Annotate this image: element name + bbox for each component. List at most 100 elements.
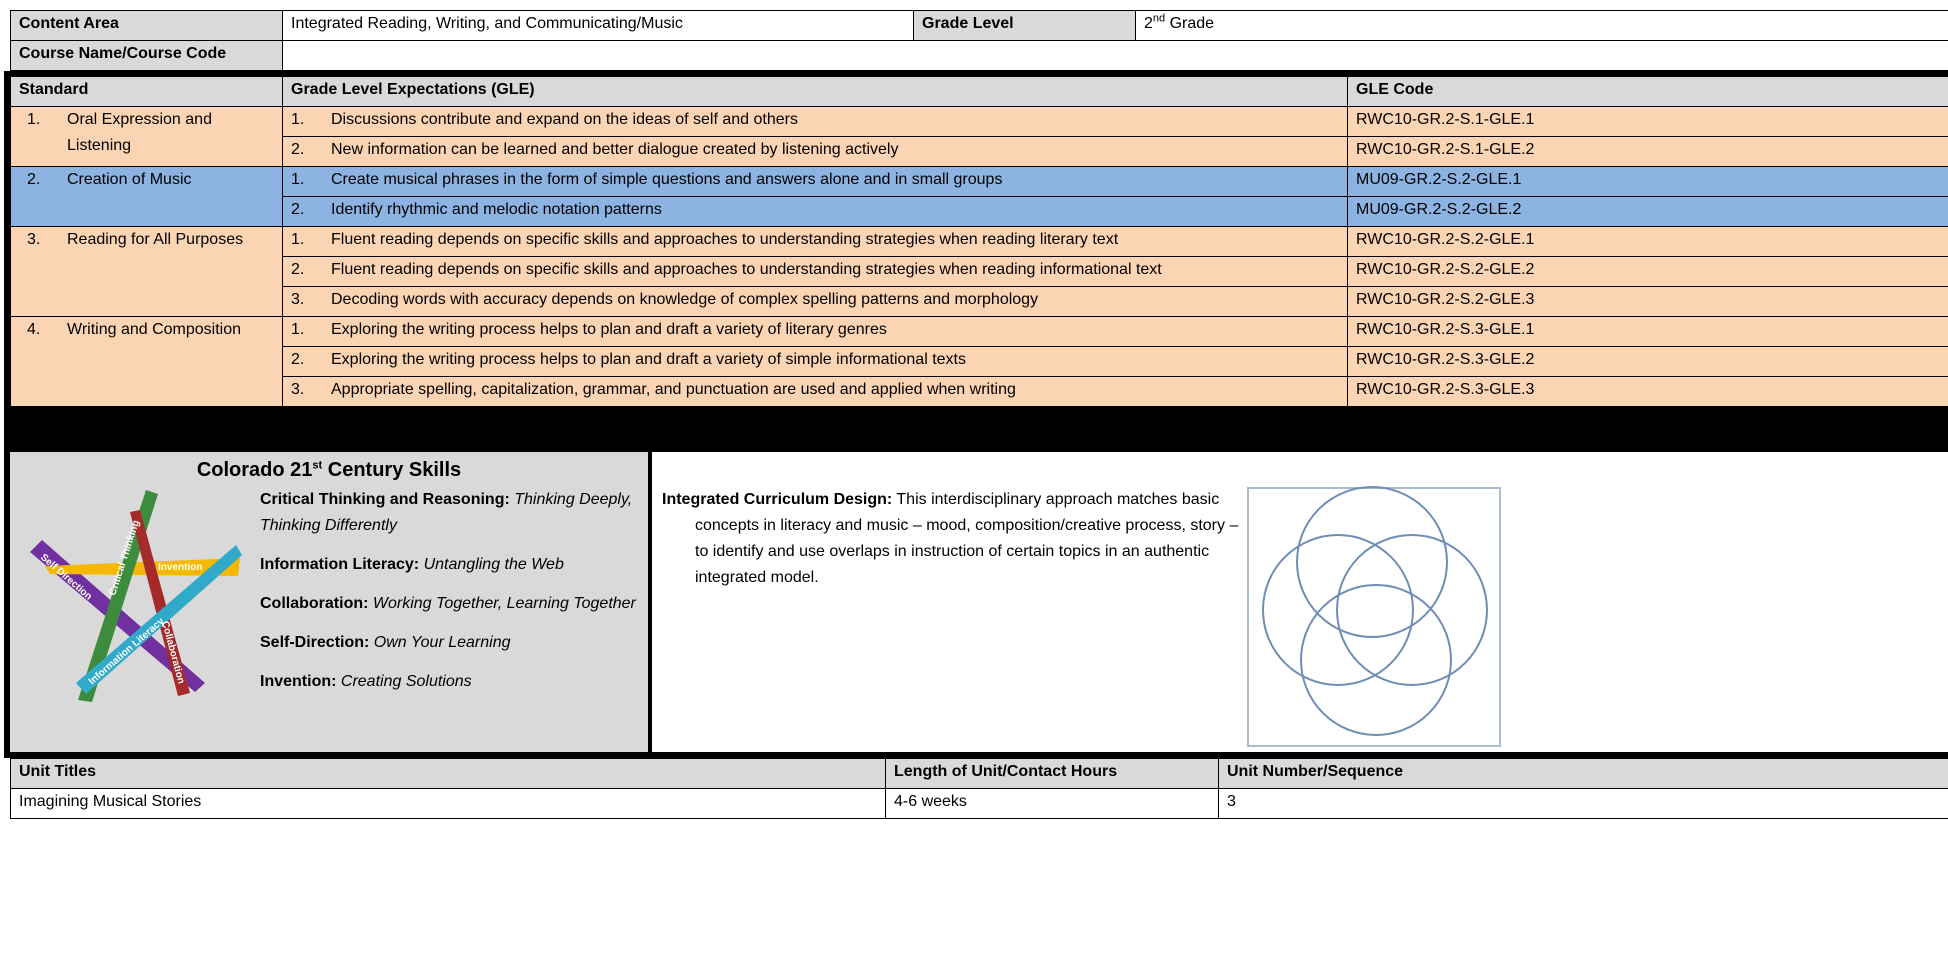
gle-cell: 1. Exploring the writing process helps to… [282,316,1348,347]
gle-row: 2. Exploring the writing process helps to… [11,346,1948,377]
standard: 1. Oral Expression and Listening [19,108,274,160]
gle-number: 1. [291,231,305,248]
gle-row: 2. Fluent reading depends on specific ski… [11,256,1948,287]
standard-cell: 4. Writing and Composition [10,316,283,407]
gle-code: RWC10-GR.2-S.3-GLE.1 [1347,316,1948,347]
column-header: Unit Number/Sequence [1218,758,1948,789]
skill-label: Self-Direction: [260,634,370,651]
star-label: Self Direction [38,552,94,603]
table-body: Content Area Integrated Reading, Writing,… [10,10,1948,71]
unit-cell: 3 [1218,788,1948,819]
column-header: Grade Level Expectations (GLE) [282,76,1348,107]
gle-number: 1. [291,321,305,338]
gle-cell: 2. New information can be learned and bet… [282,136,1348,167]
gle-code: RWC10-GR.2-S.3-GLE.2 [1347,346,1948,377]
gle-number: 3. [291,291,305,308]
row: Content Area Integrated Reading, Writing,… [10,10,1948,41]
skills-list: Critical Thinking and Reasoning: Thinkin… [260,487,642,708]
gle-row: 1. Oral Expression and Listening 1. Discuss… [10,106,1948,167]
standard-name: Writing and Composition [67,321,242,338]
skill-item: Information Literacy: Untangling the Web [260,552,642,578]
unit-row: Imagining Musical Stories 4-6 weeks 3 [10,788,1948,819]
design-text: Integrated Curriculum Design: This inter… [662,487,1245,591]
standard: 4. Writing and Composition [19,318,274,344]
gle-text: New information can be learned and bette… [331,141,899,158]
grade-word: Grade [1169,15,1215,32]
gle-code: RWC10-GR.2-S.2-GLE.1 [1347,226,1948,257]
gle-text: Identify rhythmic and melodic notation p… [331,201,662,218]
gle-code: RWC10-GR.2-S.1-GLE.2 [1347,136,1948,167]
gle-row: 3. Appropriate spelling, capitalization, … [11,376,1948,407]
skill-label: Collaboration: [260,595,369,612]
gle-code: RWC10-GR.2-S.2-GLE.3 [1347,286,1948,317]
value-cell: 2nd Grade [1135,10,1948,41]
gle-text: Exploring the writing process helps to p… [331,321,887,338]
gle-cell: 1. Create musical phrases in the form of … [282,166,1348,197]
skill-description: Working Together, Learning Together [372,595,636,612]
column-header: Standard [10,76,283,107]
skill-description: Creating Solutions [340,673,472,690]
gle-number: 1. [291,111,305,128]
venn-diagram [1247,486,1501,747]
title-sup: st [312,459,323,472]
grade-number: 2 [1144,15,1153,32]
header-row: Standard Grade Level Expectations (GLE) GL… [10,76,1948,107]
standard-name: Creation of Music [67,171,192,188]
skill-item: Invention: Creating Solutions [260,669,642,695]
standard-cell: 1. Oral Expression and Listening [10,106,283,167]
skill-item: Critical Thinking and Reasoning: Thinkin… [260,487,642,539]
standard-number: 3. [27,231,41,248]
gle-cell: 3. Decoding words with accuracy depends o… [282,286,1348,317]
units-table: Unit Titles Length of Unit/Contact Hours U… [10,758,1948,819]
gle-number: 2. [291,141,305,158]
standard-number: 2. [27,171,41,188]
row: Course Name/Course Code [10,40,1948,71]
standard-cell: 3. Reading for All Purposes [10,226,283,317]
gle-cell: 2. Exploring the writing process helps to… [282,346,1348,377]
gle-text: Discussions contribute and expand on the… [331,111,798,128]
gle-row: 2. Identify rhythmic and melodic notation… [11,196,1948,227]
gle-text: Appropriate spelling, capitalization, gr… [331,381,1016,398]
gle-code: MU09-GR.2-S.2-GLE.1 [1347,166,1948,197]
label-cell: Course Name/Course Code [10,40,283,71]
gle-text: Exploring the writing process helps to p… [331,351,966,368]
skill-item: Self-Direction: Own Your Learning [260,630,642,656]
grade-suffix: nd [1152,12,1166,25]
skill-description: Thinking Deeply, Thinking Differently [260,491,633,534]
gle-row: 3. Reading for All Purposes 1. Fluent readi… [10,226,1948,317]
gle-text: Fluent reading depends on specific skill… [331,261,1162,278]
gle-number: 1. [291,171,305,188]
skill-item: Collaboration: Working Together, Learnin… [260,591,642,617]
gle-cell: 3. Appropriate spelling, capitalization, … [282,376,1348,407]
gle-row: 4. Writing and Composition 1. Exploring the… [10,316,1948,407]
standard-cell: 2. Creation of Music [10,166,283,227]
column-header: Length of Unit/Contact Hours [885,758,1219,789]
star-bar [130,510,190,696]
design-body: This interdisciplinary approach matches … [695,491,1239,586]
table-body: Standard Grade Level Expectations (GLE) GL… [10,76,1948,407]
gle-cell: 2. Identify rhythmic and melodic notation… [282,196,1348,227]
title-part: Century Skills [322,459,462,481]
gle-text: Create musical phrases in the form of si… [331,171,1003,188]
gle-row: 3. Decoding words with accuracy depends o… [11,286,1948,317]
star-bar [78,490,158,702]
gle-code: MU09-GR.2-S.2-GLE.2 [1347,196,1948,227]
standard-name: Oral Expression and Listening [67,111,212,154]
star-bar [45,558,240,576]
skills-title: Colorado 21st Century Skills [10,456,648,484]
standard-number: 4. [27,321,41,338]
gle-number: 2. [291,261,305,278]
design-panel [652,452,1948,752]
label-cell: Content Area [10,10,283,41]
gle-cell: 1. Discussions contribute and expand on t… [282,106,1348,137]
design-label: Integrated Curriculum Design: [662,491,893,508]
gle-number: 2. [291,351,305,368]
skill-label: Information Literacy: [260,556,420,573]
gle-text: Decoding words with accuracy depends on … [331,291,1039,308]
standard: 2. Creation of Music [19,168,274,194]
skills-star: Critical Thinking Self Direction Inventi… [30,490,242,702]
gle-number: 3. [291,381,305,398]
standard-name: Reading for All Purposes [67,231,244,248]
gle-number: 2. [291,201,305,218]
